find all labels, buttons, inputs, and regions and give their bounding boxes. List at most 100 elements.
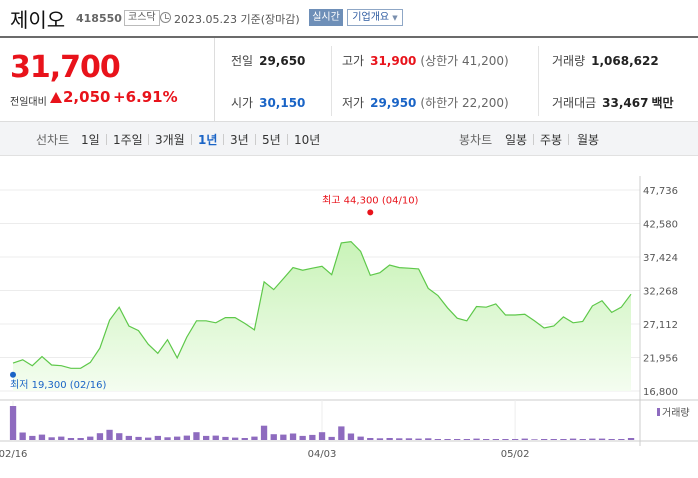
volume-bar xyxy=(96,433,104,440)
current-price-box: 31,700 전일대비 2,050 +6.91% xyxy=(0,38,215,122)
stat-high: 고가 31,900 (상한가 41,200) xyxy=(342,52,509,69)
volume-bar xyxy=(608,439,615,440)
volume-bar xyxy=(145,437,152,440)
volume-legend: 거래량 xyxy=(662,407,690,419)
chevron-down-icon: ▼ xyxy=(392,14,398,22)
volume-bar xyxy=(396,438,403,440)
y-tick-label: 47,736 xyxy=(643,186,678,197)
volume-bar xyxy=(318,432,326,440)
stat-open-value: 30,150 xyxy=(259,96,306,110)
stat-open-label: 시가 xyxy=(231,96,254,110)
stat-volume: 거래량 1,068,622 xyxy=(552,52,659,69)
volume-bar xyxy=(328,436,335,440)
volume-bar xyxy=(193,432,200,440)
volume-bar xyxy=(502,439,509,440)
volume-bar xyxy=(521,438,528,440)
stat-high-value: 31,900 xyxy=(370,54,417,68)
volume-bar xyxy=(67,438,75,440)
volume-bar xyxy=(454,439,461,440)
lower-limit: (하한가 22,200) xyxy=(420,96,509,110)
volume-bar xyxy=(512,439,519,440)
y-tick-label: 21,956 xyxy=(643,354,678,365)
volume-bar xyxy=(154,435,161,440)
stat-volume-label: 거래량 xyxy=(552,54,586,68)
stat-prev-value: 29,650 xyxy=(259,54,306,68)
tab-1day[interactable]: 1일 xyxy=(81,133,100,147)
volume-bar xyxy=(618,439,625,440)
stat-open: 시가 30,150 xyxy=(231,94,305,111)
volume-bar xyxy=(376,438,384,440)
tab-daily[interactable]: 일봉 xyxy=(505,133,528,147)
tab-3year[interactable]: 3년 xyxy=(230,133,249,147)
volume-bar xyxy=(560,439,567,440)
change-label: 전일대비 xyxy=(10,97,47,108)
tab-1year[interactable]: 1년 xyxy=(198,133,218,147)
volume-bar xyxy=(405,438,413,440)
volume-bar xyxy=(183,435,190,440)
stat-amount: 거래대금 33,467 백만 xyxy=(552,94,674,111)
volume-bar xyxy=(106,429,113,440)
y-tick-label: 42,580 xyxy=(643,220,678,231)
volume-legend-swatch xyxy=(657,408,660,416)
stat-amount-unit: 백만 xyxy=(651,96,674,110)
volume-bar xyxy=(38,434,46,440)
market-badge: 코스닥 xyxy=(124,10,160,26)
volume-bar xyxy=(77,438,84,440)
volume-bars xyxy=(9,406,635,440)
volume-bar xyxy=(270,434,277,440)
stat-amount-value: 33,467 xyxy=(602,96,649,110)
y-tick-label: 37,424 xyxy=(643,253,678,264)
y-tick-label: 27,112 xyxy=(643,320,678,331)
volume-bar xyxy=(444,439,451,440)
base-date: 2023.05.23 기준(장마감) xyxy=(174,13,300,26)
volume-bar xyxy=(9,406,17,440)
company-overview-button[interactable]: 기업개요 ▼ xyxy=(347,9,403,26)
x-axis-labels: 02/16 04/03 05/02 xyxy=(0,449,530,460)
volume-bar xyxy=(434,439,441,440)
stat-high-label: 고가 xyxy=(342,54,365,68)
stat-prev-label: 전일 xyxy=(231,54,254,68)
tab-weekly[interactable]: 주봉 xyxy=(540,133,563,147)
price-line xyxy=(12,240,632,369)
line-chart-title: 선차트 xyxy=(36,133,70,147)
volume-bar xyxy=(463,439,470,440)
volume-bar xyxy=(550,439,557,440)
volume-bar xyxy=(19,432,26,440)
volume-bar xyxy=(164,437,171,440)
y-tick-label: 32,268 xyxy=(643,287,678,298)
volume-bar xyxy=(241,438,248,440)
volume-bar xyxy=(232,437,239,440)
tab-monthly[interactable]: 월봉 xyxy=(577,133,600,147)
volume-bar xyxy=(579,439,586,440)
volume-bar xyxy=(48,437,55,440)
volume-bar xyxy=(627,438,635,440)
y-tick-label: 16,800 xyxy=(643,387,678,398)
volume-bar xyxy=(87,436,94,440)
low-point-marker xyxy=(10,371,16,378)
volume-bar xyxy=(425,438,432,440)
volume-bar xyxy=(280,434,287,440)
volume-bar xyxy=(260,425,268,440)
realtime-button[interactable]: 실시간 xyxy=(309,9,343,26)
volume-bar xyxy=(309,434,316,440)
period-tabbar: 선차트 1일 1주일 3개월 1년 3년 5년 10년 봉차트 일봉 주봉 월봉 xyxy=(0,122,698,156)
volume-bar xyxy=(174,436,181,440)
tab-1week[interactable]: 1주일 xyxy=(113,133,143,147)
volume-bar xyxy=(116,433,123,440)
volume-bar xyxy=(135,436,142,440)
x-tick-label: 05/02 xyxy=(501,449,530,460)
company-overview-label: 기업개요 xyxy=(352,12,390,23)
volume-bar xyxy=(483,439,490,440)
volume-bar xyxy=(347,433,355,440)
volume-bar xyxy=(212,435,219,440)
price-panel: 31,700 전일대비 2,050 +6.91% 전일 29,650 고가 31,9… xyxy=(0,36,698,122)
tab-10year[interactable]: 10년 xyxy=(294,133,321,147)
tab-5year[interactable]: 5년 xyxy=(262,133,281,147)
stat-low: 저가 29,950 (하한가 22,200) xyxy=(342,94,509,111)
volume-bar xyxy=(415,438,422,440)
tab-3month[interactable]: 3개월 xyxy=(155,133,185,147)
volume-bar xyxy=(598,438,606,440)
volume-bar xyxy=(589,438,596,440)
candle-chart-title: 봉차트 xyxy=(459,133,493,147)
stat-low-value: 29,950 xyxy=(370,96,417,110)
